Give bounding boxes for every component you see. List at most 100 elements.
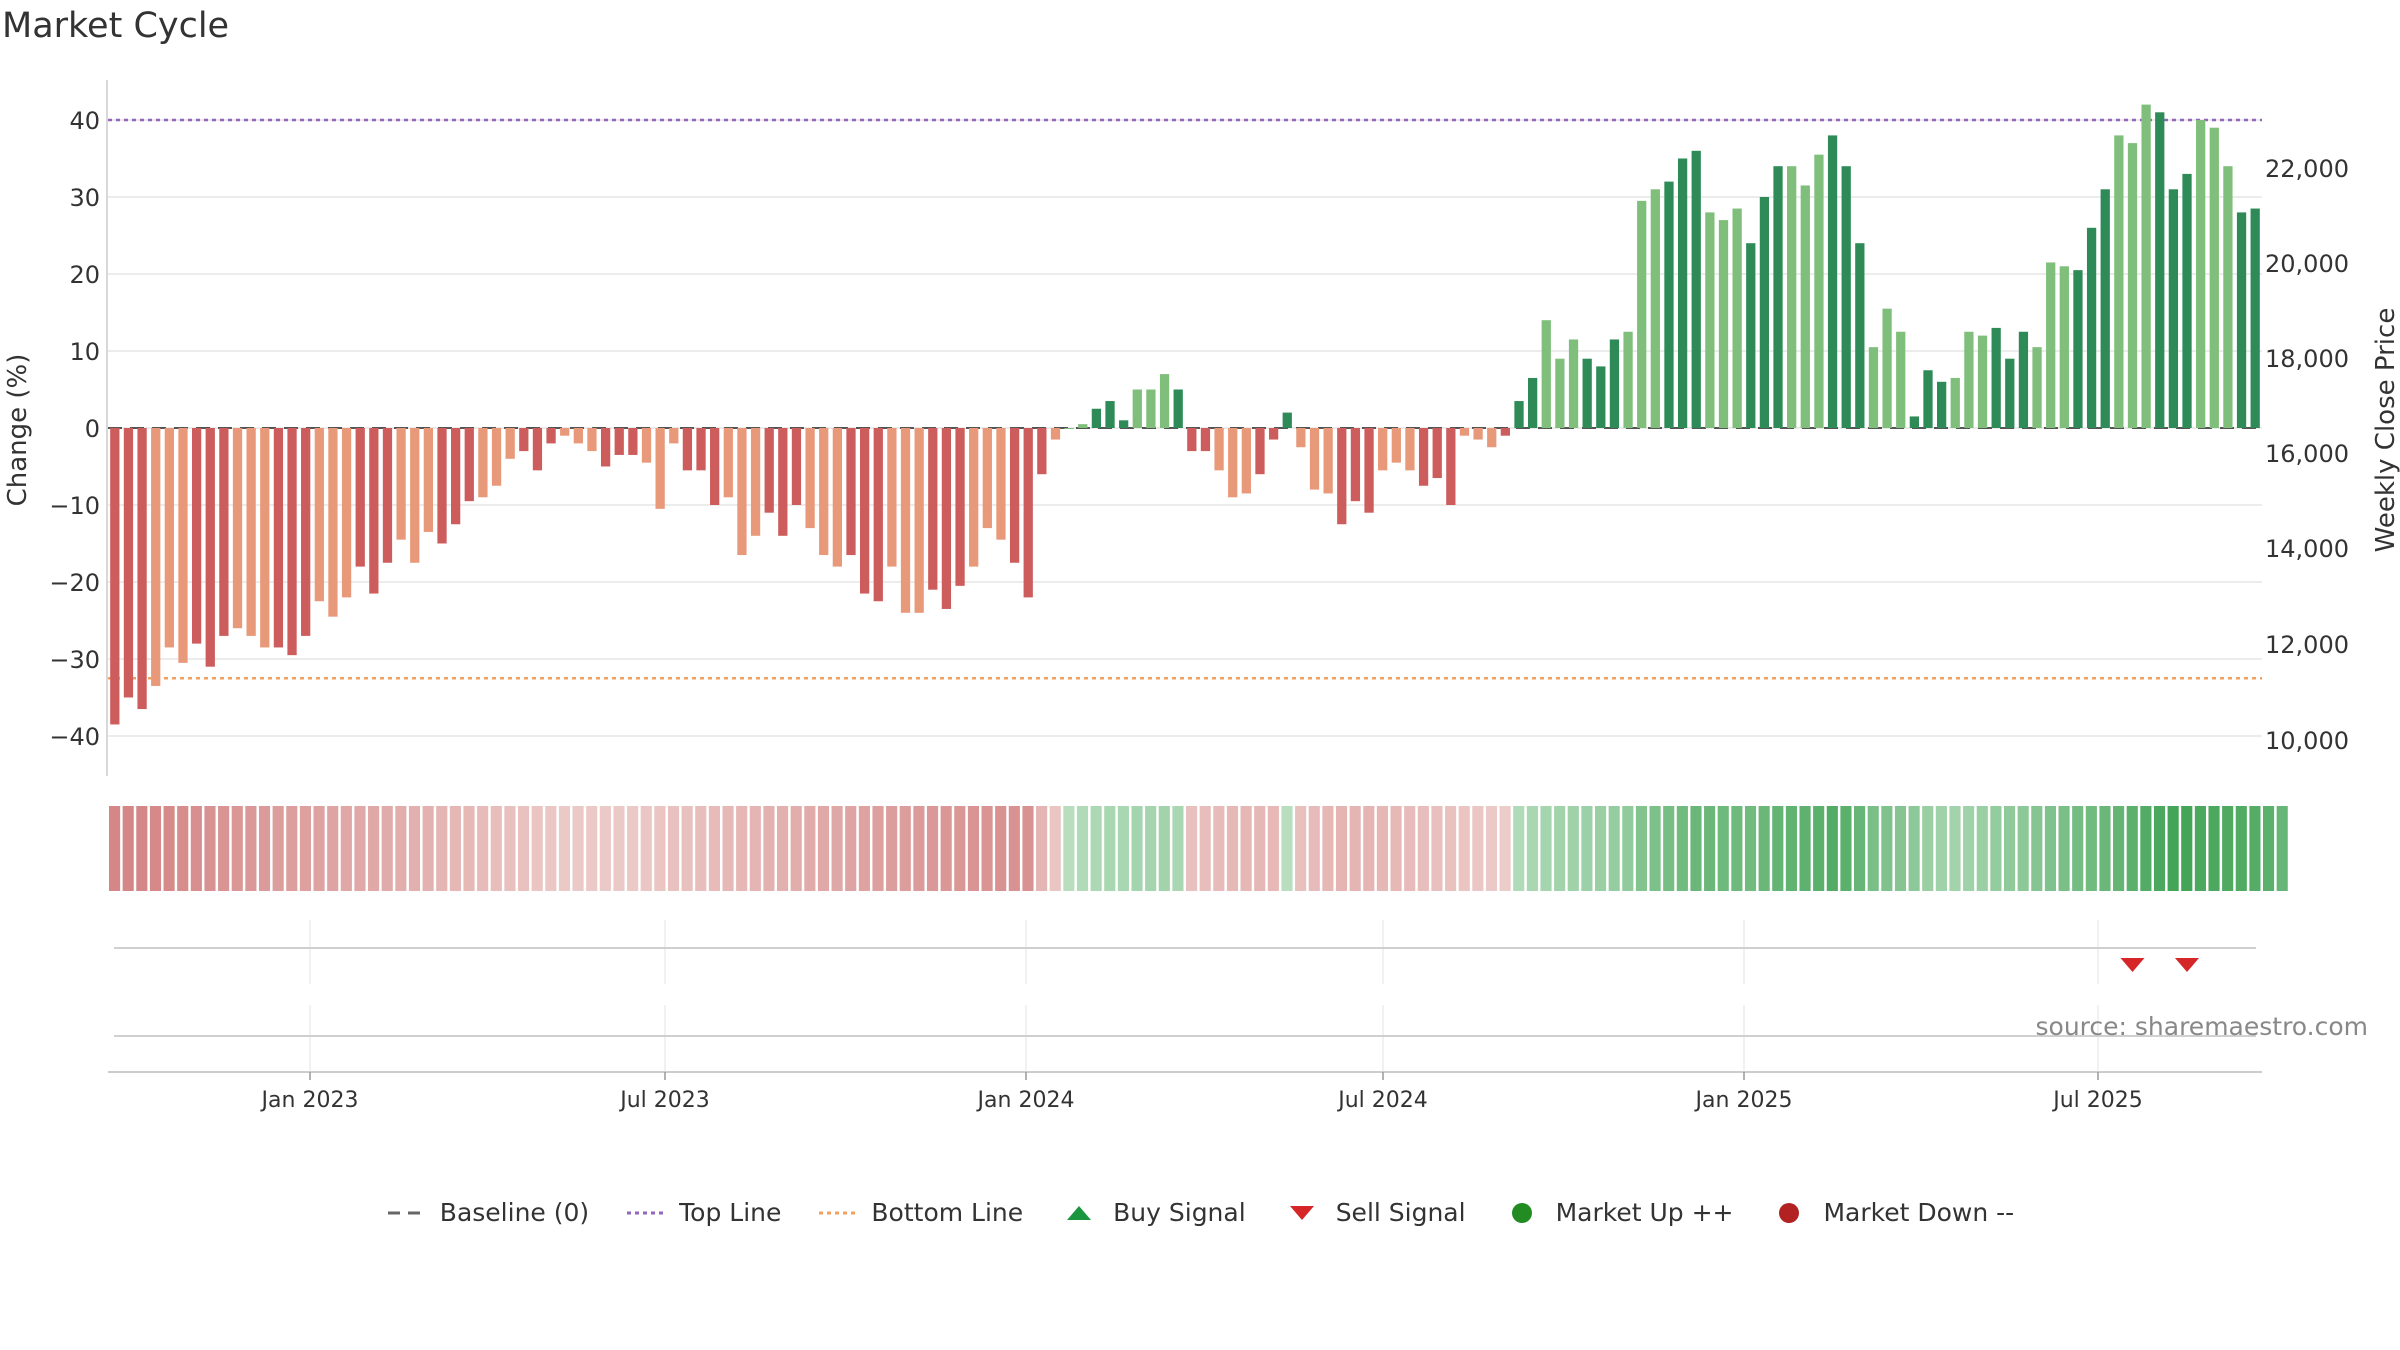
heat-cell: [995, 806, 1007, 891]
bar: [2032, 347, 2042, 428]
bar: [2018, 331, 2029, 428]
bar: [723, 428, 733, 498]
bar: [682, 428, 693, 471]
bar: [1773, 166, 1783, 428]
heat-cell: [477, 806, 489, 891]
y-tick-label: −40: [49, 723, 100, 751]
bar: [2046, 262, 2056, 428]
bar: [328, 428, 338, 617]
heat-cell: [1908, 806, 1920, 891]
heat-cell: [1104, 806, 1116, 891]
y-tick-label: 20: [69, 261, 100, 289]
bar: [1037, 428, 1047, 475]
bar: [1814, 154, 1824, 428]
bar: [2250, 208, 2260, 428]
legend-label: Market Up ++: [1555, 1198, 1734, 1227]
heat-cell: [1717, 806, 1729, 891]
bar: [1159, 374, 1170, 428]
bar: [778, 428, 788, 536]
heat-cell: [1431, 806, 1443, 891]
bar: [1623, 331, 1633, 428]
grid-lines: [108, 119, 2262, 737]
heat-cell: [2153, 806, 2166, 891]
bar: [1705, 212, 1715, 428]
heat-cell: [449, 806, 461, 891]
heat-cell: [2181, 806, 2193, 891]
heat-cell: [1049, 806, 1061, 891]
heat-cell: [1090, 806, 1102, 891]
heat-cell: [1349, 806, 1361, 891]
heat-cell: [190, 806, 202, 891]
legend-swatch: [627, 1211, 664, 1214]
bar: [696, 428, 706, 471]
bar: [1146, 389, 1156, 428]
heat-cell: [299, 806, 311, 891]
heat-cell: [1649, 806, 1661, 891]
heat-cell: [109, 806, 121, 891]
bar: [355, 428, 365, 567]
heat-cell: [1949, 806, 1961, 891]
heat-cell: [422, 806, 434, 891]
bar: [1119, 420, 1129, 428]
heat-cell: [667, 806, 680, 891]
heat-cell: [1335, 806, 1348, 891]
bar: [873, 428, 883, 602]
y2-tick-label: 10,000: [2265, 727, 2349, 755]
bar: [1350, 428, 1361, 502]
bar: [737, 428, 747, 556]
heat-cell: [981, 806, 993, 891]
heat-cell: [1881, 806, 1893, 891]
bar: [655, 428, 665, 509]
legend-label: Buy Signal: [1113, 1198, 1246, 1227]
bar: [1296, 428, 1306, 448]
heat-cell: [845, 806, 857, 891]
bar: [1827, 135, 1838, 428]
bar: [219, 428, 229, 636]
bar: [1255, 428, 1265, 475]
bar: [1541, 320, 1551, 428]
bar: [1977, 335, 1988, 428]
heat-cell: [517, 806, 530, 891]
bar: [1282, 412, 1292, 428]
bar: [1637, 200, 1647, 428]
legend-item: Sell Signal: [1282, 1198, 1466, 1227]
heat-cell: [1036, 806, 1048, 891]
chart-title: Market Cycle: [2, 6, 230, 46]
bar: [205, 428, 215, 667]
bar: [1855, 243, 1865, 428]
bar: [1323, 428, 1333, 494]
bar: [369, 428, 379, 594]
heat-cell: [504, 806, 516, 891]
bar: [246, 428, 256, 636]
legend: Baseline (0) Top Line Bottom Line Buy Signa…: [0, 1198, 2400, 1227]
heat-cell: [1281, 806, 1293, 891]
bar: [996, 428, 1006, 540]
bar: [1896, 331, 1906, 428]
bar: [1187, 428, 1197, 452]
heat-cell: [1785, 806, 1797, 891]
heat-cell: [149, 806, 162, 891]
heat-cell: [218, 806, 230, 891]
bar: [2114, 135, 2124, 428]
bar: [1909, 416, 1919, 428]
bar: [1378, 428, 1388, 471]
heat-cell: [2235, 806, 2247, 891]
bar: [1391, 428, 1401, 463]
legend-label: Bottom Line: [871, 1198, 1024, 1227]
bar: [382, 428, 393, 563]
bar: [532, 428, 543, 471]
legend-label: Baseline (0): [439, 1198, 590, 1227]
bar: [1214, 428, 1224, 471]
bar: [560, 428, 570, 436]
heat-cell: [1922, 806, 1934, 891]
legend-swatch: [1511, 1202, 1532, 1223]
heat-cell: [1022, 806, 1034, 891]
bar: [1718, 220, 1729, 428]
heat-cell: [1131, 806, 1143, 891]
y2-tick-label: 18,000: [2265, 345, 2349, 373]
heat-cell: [1963, 806, 1975, 891]
heat-cell: [272, 806, 284, 891]
bar: [1459, 428, 1470, 436]
heat-cell: [1308, 806, 1320, 891]
bar: [2005, 358, 2015, 428]
